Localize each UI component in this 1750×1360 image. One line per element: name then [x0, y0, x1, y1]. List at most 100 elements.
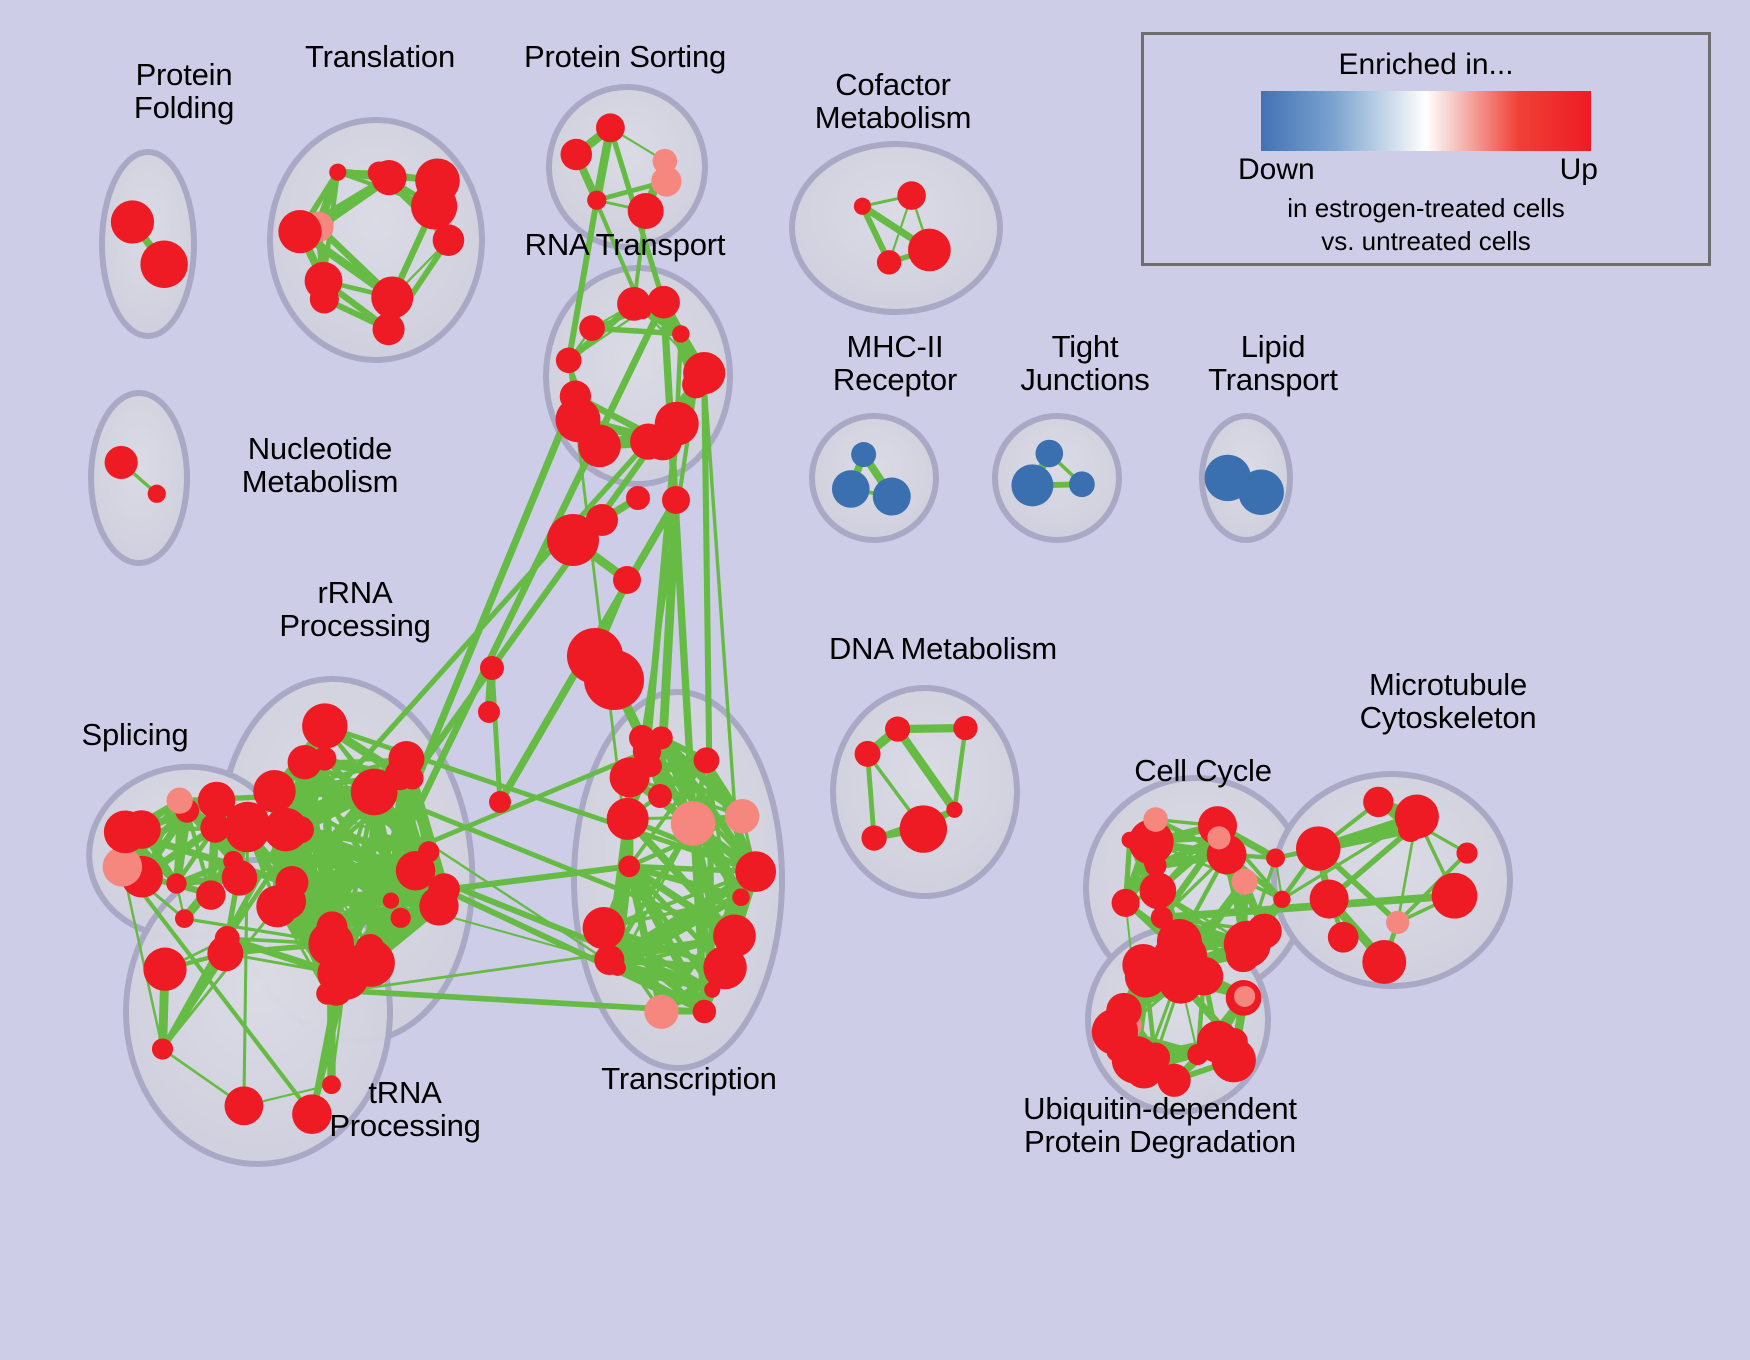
network-node-splicing	[122, 810, 161, 849]
network-node-ubiquitin-protein-degradation	[1122, 943, 1165, 986]
cluster-label-transcription: Transcription	[601, 1061, 777, 1096]
network-node-lipid-transport	[1204, 454, 1251, 502]
network-node-ubiquitin-protein-degradation	[1157, 1063, 1191, 1097]
network-node-microtubule-cytoskeleton	[1295, 826, 1341, 871]
network-edge	[325, 934, 736, 995]
network-node-transcription	[704, 981, 721, 998]
network-node-splicing	[175, 909, 194, 928]
network-node-splicing	[221, 860, 258, 896]
legend-caption-line-2: vs. untreated cells	[1321, 225, 1531, 256]
network-node-transcription	[582, 907, 625, 950]
network-node-splicing	[166, 873, 187, 894]
network-node-microtubule-cytoskeleton	[1431, 872, 1478, 919]
network-edge	[1280, 815, 1419, 901]
network-node-cofactor-metabolism	[876, 250, 902, 275]
network-edge	[441, 863, 633, 893]
network-node-transcription	[609, 757, 650, 798]
network-edge	[623, 815, 739, 940]
network-node-transcription	[670, 801, 716, 846]
network-node-rrna-processing	[382, 892, 400, 909]
network-node	[584, 650, 644, 710]
network-node-microtubule-cytoskeleton	[1309, 879, 1349, 919]
network-node-microtubule-cytoskeleton	[1363, 786, 1394, 818]
network-node-dna-metabolism	[854, 740, 881, 767]
network-node-transcription	[644, 994, 679, 1029]
network-node-rna-transport	[683, 352, 726, 395]
network-node-rna-transport	[579, 315, 605, 341]
legend-endpoints: Down Up	[1226, 153, 1626, 191]
network-node-translation	[371, 276, 414, 319]
network-node-translation	[432, 224, 465, 256]
network-node-microtubule-cytoskeleton	[1456, 842, 1478, 864]
network-node-cofactor-metabolism	[897, 181, 926, 210]
network-edge	[333, 987, 708, 1015]
cluster-label-trna-processing: tRNA Processing	[329, 1075, 481, 1144]
network-edge	[369, 787, 737, 939]
network-node-protein-folding	[140, 240, 188, 288]
network-node-splicing	[196, 880, 226, 910]
network-node-dna-metabolism	[946, 801, 963, 818]
network-node-trna-processing	[224, 1086, 264, 1126]
network-node-tight-junctions	[1069, 471, 1095, 498]
network-node	[480, 656, 504, 680]
network-edge	[701, 370, 715, 992]
legend-color-gradient	[1261, 91, 1591, 151]
network-node-rrna-processing	[275, 866, 309, 900]
network-node-cell-cycle	[1139, 872, 1177, 910]
network-node-dna-metabolism	[861, 825, 887, 851]
network-node-transcription	[724, 798, 760, 834]
network-node-cell-cycle	[1266, 848, 1285, 868]
network-node	[489, 791, 511, 813]
network-edge	[412, 867, 716, 993]
network-node-cell-cycle	[1207, 826, 1231, 850]
cluster-label-mhc-ii-receptor: MHC-II Receptor	[832, 329, 958, 398]
network-node-transcription	[609, 959, 626, 976]
cluster-label-microtubule-cytoskeleton: Microtubule Cytoskeleton	[1359, 667, 1537, 736]
legend-caption-line-1: in estrogen-treated cells	[1287, 193, 1565, 223]
network-node-nucleotide-metabolism	[147, 484, 166, 503]
network-edge	[624, 861, 709, 1016]
network-node-splicing	[166, 787, 193, 814]
network-node-translation	[278, 209, 322, 254]
network-node-microtubule-cytoskeleton	[1386, 910, 1410, 935]
network-node-ubiquitin-protein-degradation	[1196, 1020, 1240, 1063]
network-node-ubiquitin-protein-degradation	[1234, 985, 1256, 1007]
cluster-blob-dna-metabolism	[830, 685, 1020, 899]
network-edge	[952, 725, 968, 813]
network-node-rna-transport	[630, 423, 667, 460]
legend-box: Enriched in... Down Up in estrogen-treat…	[1141, 32, 1711, 266]
cluster-label-rrna-processing: rRNA Processing	[279, 575, 431, 644]
network-node-protein-sorting	[627, 192, 664, 230]
network-node-protein-sorting	[595, 113, 625, 143]
legend-title: Enriched in...	[1338, 48, 1514, 81]
network-node-trna-processing	[143, 947, 187, 991]
network-node-rna-transport	[555, 347, 582, 374]
network-node-protein-folding	[110, 200, 155, 244]
network-node-cell-cycle	[1231, 868, 1258, 895]
cluster-label-translation: Translation	[305, 39, 455, 74]
network-node-microtubule-cytoskeleton	[1362, 940, 1407, 984]
network-node-rna-transport	[647, 285, 680, 319]
network-node	[626, 486, 650, 510]
cluster-label-cofactor-metabolism: Cofactor Metabolism	[814, 67, 972, 136]
cluster-label-cell-cycle: Cell Cycle	[1134, 753, 1272, 788]
cluster-blob-tight-junctions	[992, 413, 1122, 543]
network-node-splicing	[225, 801, 270, 846]
network-node-cofactor-metabolism	[853, 197, 871, 215]
network-node-transcription	[692, 999, 717, 1024]
network-node-splicing	[200, 813, 231, 843]
network-node-microtubule-cytoskeleton	[1394, 794, 1439, 839]
network-node-splicing	[102, 847, 143, 887]
network-node-mhc-ii-receptor	[831, 470, 870, 508]
network-node-transcription	[732, 888, 750, 907]
network-node-transcription	[713, 914, 756, 958]
network-edge	[893, 724, 959, 815]
network-node-rrna-processing	[395, 851, 436, 891]
cluster-label-splicing: Splicing	[81, 717, 189, 752]
network-node-translation	[411, 183, 458, 230]
network-node-cofactor-metabolism	[908, 228, 951, 272]
cluster-blob-mhc-ii-receptor	[809, 413, 939, 543]
network-edge	[297, 438, 651, 833]
network-edge	[1395, 851, 1470, 925]
